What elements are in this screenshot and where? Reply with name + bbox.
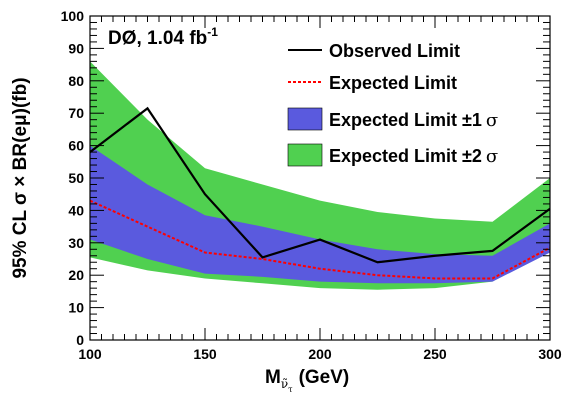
legend-label-1sigma-symbol: σ	[486, 110, 498, 131]
y-tick-label: 60	[68, 138, 84, 154]
band-1sigma	[90, 145, 550, 284]
legend-label-1sigma: Expected Limit ±1 σ	[329, 110, 498, 131]
y-tick-label: 70	[68, 105, 84, 121]
legend-label-2sigma: Expected Limit ±2 σ	[329, 146, 498, 167]
x-axis-title-subsub: τ	[288, 385, 293, 394]
legend: Observed Limit Expected Limit Expected L…	[287, 41, 498, 167]
legend-label-expected: Expected Limit	[329, 73, 457, 93]
y-tick-label: 80	[68, 73, 84, 89]
x-axis-title-sub: ν̃	[281, 377, 288, 391]
experiment-label: DØ, 1.04 fb-1	[108, 25, 218, 49]
x-tick-label: 250	[423, 346, 447, 362]
x-tick-label: 150	[193, 346, 217, 362]
x-tick-label: 300	[538, 346, 562, 362]
y-tick-label: 0	[76, 332, 84, 348]
y-tick-label: 30	[68, 235, 84, 251]
x-tick-label: 100	[78, 346, 102, 362]
y-tick-label: 90	[68, 40, 84, 56]
y-tick-label: 100	[61, 8, 85, 24]
y-tick-label: 20	[68, 267, 84, 283]
legend-label-2sigma-symbol: σ	[486, 146, 498, 167]
y-tick-label: 50	[68, 170, 84, 186]
x-axis-title-unit: (GeV)	[299, 367, 350, 388]
legend-marker-2sigma	[287, 143, 323, 167]
legend-label-observed: Observed Limit	[329, 41, 460, 61]
y-tick-label: 10	[68, 300, 84, 316]
observed-limit-line	[89, 106, 551, 264]
y-axis-title: 95% CL σ × BR(eμ)(fb)	[10, 77, 31, 278]
x-tick-label: 200	[308, 346, 332, 362]
expected-limit-line	[89, 199, 551, 280]
x-axis-title: Mν̃τ(GeV)	[265, 367, 349, 394]
experiment-label-sup: -1	[207, 25, 218, 39]
legend-marker-1sigma	[287, 107, 323, 131]
axis-ticks: 0 10 20 30 40 50 60 70 80 90 100 100 150 200 250 300	[61, 8, 562, 362]
plot-area	[89, 61, 551, 290]
y-tick-label: 40	[68, 202, 84, 218]
